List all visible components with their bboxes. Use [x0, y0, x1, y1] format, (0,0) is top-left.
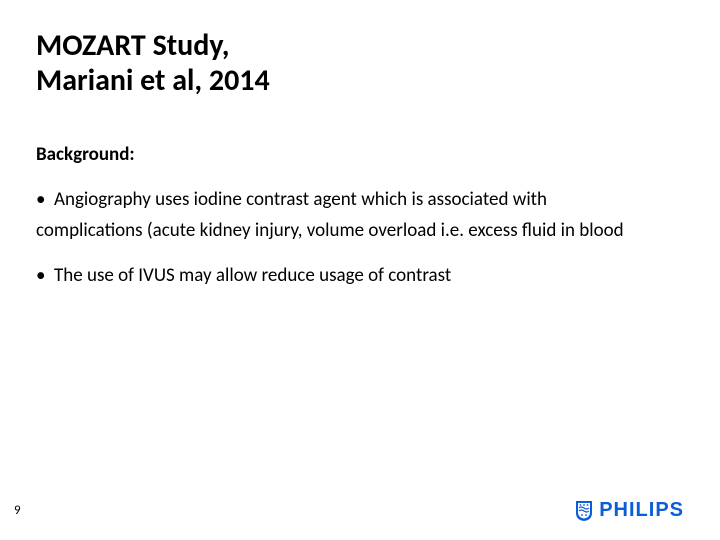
- philips-logo: PHILIPS: [575, 499, 684, 522]
- slide-title: MOZART Study, Mariani et al, 2014: [36, 28, 684, 99]
- bullet-item: The use of IVUS may allow reduce usage o…: [36, 260, 684, 291]
- logo-text: PHILIPS: [599, 499, 684, 522]
- bullet-text-line2: complications (acute kidney injury, volu…: [36, 215, 684, 246]
- slide-container: MOZART Study, Mariani et al, 2014 Backgr…: [0, 0, 720, 540]
- bullet-text-line1: Angiography uses iodine contrast agent w…: [54, 188, 547, 211]
- page-number: 9: [14, 503, 21, 518]
- title-line-1: MOZART Study,: [36, 27, 229, 64]
- section-heading: Background:: [36, 143, 684, 166]
- bullet-list: Angiography uses iodine contrast agent w…: [36, 184, 684, 292]
- bullet-item: Angiography uses iodine contrast agent w…: [36, 184, 684, 247]
- bullet-text-line1: The use of IVUS may allow reduce usage o…: [54, 264, 451, 287]
- shield-icon: [575, 500, 593, 522]
- title-line-2: Mariani et al, 2014: [36, 62, 270, 99]
